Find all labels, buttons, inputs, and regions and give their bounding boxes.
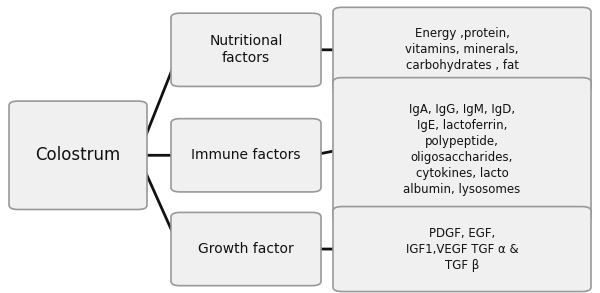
Text: Colostrum: Colostrum: [35, 146, 121, 164]
FancyBboxPatch shape: [333, 207, 591, 292]
Text: Nutritional
factors: Nutritional factors: [209, 34, 283, 65]
FancyBboxPatch shape: [333, 7, 591, 92]
Text: Energy ,protein,
vitamins, minerals,
carbohydrates , fat: Energy ,protein, vitamins, minerals, car…: [405, 27, 519, 72]
Text: Immune factors: Immune factors: [191, 148, 301, 162]
Text: Growth factor: Growth factor: [198, 242, 294, 256]
FancyBboxPatch shape: [333, 78, 591, 221]
Text: IgA, IgG, IgM, IgD,
IgE, lactoferrin,
polypeptide,
oligosaccharides,
cytokines, : IgA, IgG, IgM, IgD, IgE, lactoferrin, po…: [403, 103, 521, 196]
FancyBboxPatch shape: [9, 101, 147, 209]
FancyBboxPatch shape: [171, 13, 321, 86]
Text: PDGF, EGF,
IGF1,VEGF TGF α &
TGF β: PDGF, EGF, IGF1,VEGF TGF α & TGF β: [406, 226, 518, 272]
FancyBboxPatch shape: [171, 212, 321, 286]
FancyBboxPatch shape: [171, 119, 321, 192]
